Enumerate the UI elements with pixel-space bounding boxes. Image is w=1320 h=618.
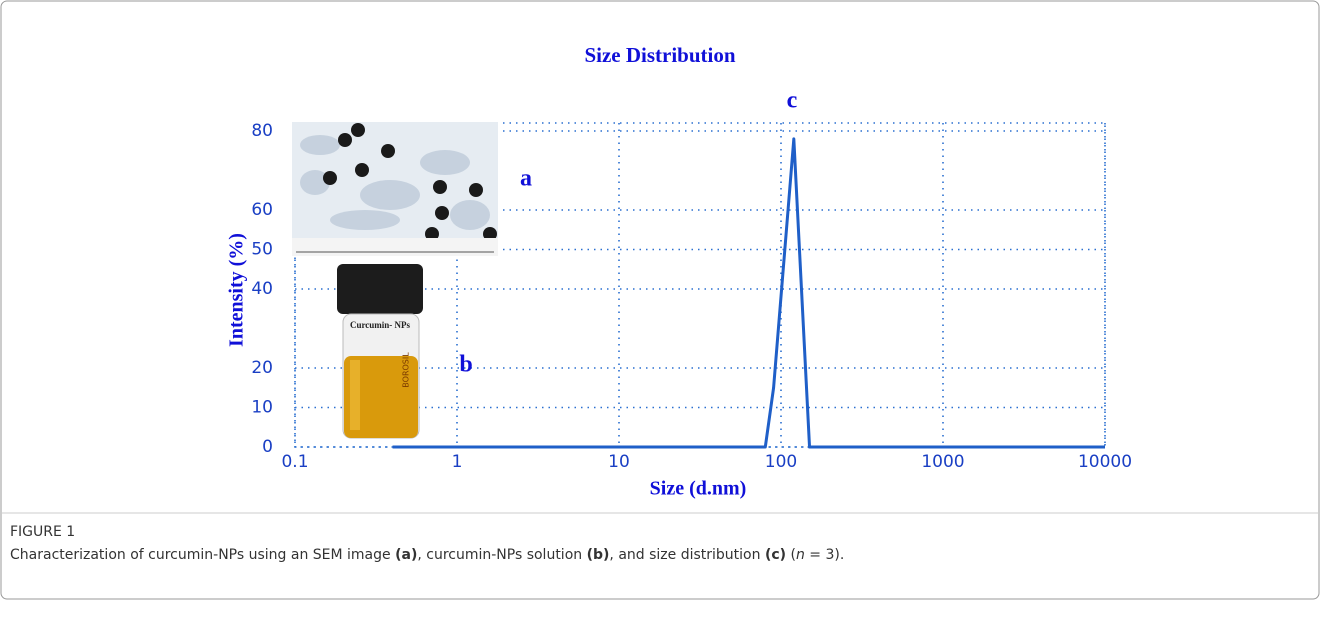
caption-part: Characterization of curcumin-NPs using a… (10, 547, 395, 563)
vial-liquid (344, 356, 418, 438)
vial-image: Curcumin- NPs BOROSIL (337, 264, 423, 439)
x-tick-label: 1 (452, 452, 463, 472)
x-tick-label: 10 (608, 452, 630, 472)
y-tick-label: 50 (251, 240, 273, 260)
sem-particle (433, 180, 447, 194)
sem-infobar (292, 238, 498, 256)
sem-particle (323, 171, 337, 185)
sem-particle (355, 163, 369, 177)
caption-part: (a) (395, 547, 417, 563)
vial-brand: BOROSIL (402, 352, 411, 388)
sem-texture (360, 180, 420, 210)
y-tick-label: 80 (251, 121, 273, 141)
x-axis-title: Size (d.nm) (650, 478, 747, 500)
sem-particle (435, 206, 449, 220)
chart-title: Size Distribution (584, 43, 735, 67)
x-tick-label: 0.1 (281, 452, 308, 472)
sem-texture (450, 200, 490, 230)
caption-part: n (796, 547, 805, 563)
sem-particle (469, 183, 483, 197)
sem-particle (483, 227, 497, 241)
plot-frame (294, 122, 1106, 448)
sem-texture (300, 170, 330, 195)
sem-particle (425, 227, 439, 241)
caption-part: , and size distribution (609, 547, 765, 563)
x-tick-label: 1000 (921, 452, 964, 472)
y-axis-title: Intensity (%) (226, 233, 248, 347)
sem-particle (381, 144, 395, 158)
annotation: a (520, 166, 532, 192)
caption: Characterization of curcumin-NPs using a… (10, 547, 844, 563)
vial-label: Curcumin- NPs (350, 320, 411, 330)
x-tick-label: 100 (765, 452, 797, 472)
caption-part: (c) (765, 547, 786, 563)
sem-texture (420, 150, 470, 175)
sem-particle (351, 123, 365, 137)
sem-particle (338, 133, 352, 147)
y-tick-label: 40 (251, 279, 273, 299)
y-tick-label: 0 (262, 437, 273, 457)
y-tick-label: 10 (251, 398, 273, 418)
caption-part: , curcumin-NPs solution (417, 547, 586, 563)
sem-image (292, 122, 498, 256)
caption-part: (b) (587, 547, 610, 563)
figure-border (0, 0, 1320, 600)
annotation: c (787, 88, 798, 114)
caption-part: ( (786, 547, 796, 563)
x-tick-label: 10000 (1078, 452, 1132, 472)
figure-label: FIGURE 1 (10, 524, 75, 540)
caption-part: = 3). (805, 547, 844, 563)
vial-shine (350, 360, 360, 430)
vial-cap (337, 264, 423, 314)
series-line (392, 137, 1105, 449)
sem-texture (300, 135, 340, 155)
y-tick-label: 60 (251, 200, 273, 220)
sem-texture (330, 210, 400, 230)
annotation: b (459, 352, 472, 378)
plot: 0 10 20 40 50 60 80 0.1 1 10 100 1000 10000 Curcumin-… (251, 88, 1132, 473)
y-tick-label: 20 (251, 358, 273, 378)
